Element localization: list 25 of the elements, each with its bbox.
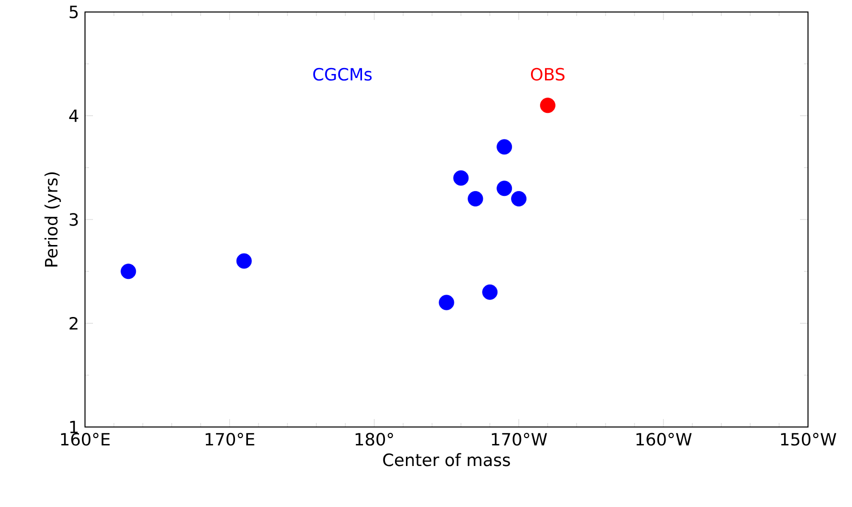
- y-tick-label: 4: [69, 110, 78, 122]
- point: [120, 264, 136, 280]
- point: [438, 294, 454, 310]
- y-tick-label: 2: [70, 316, 78, 330]
- x-axis-title: Center of mass: [383, 453, 510, 466]
- point: [468, 191, 484, 206]
- x-tick-label: 150°W: [781, 432, 836, 446]
- point: [540, 98, 556, 114]
- y-tick-label: 1: [70, 420, 78, 434]
- x-tick-label: 160°E: [61, 432, 110, 446]
- point: [496, 139, 512, 155]
- point: [453, 170, 469, 186]
- point: [511, 191, 527, 206]
- point: [496, 180, 512, 196]
- x-tick-label: 170°E: [206, 432, 254, 446]
- text: CGCMs: [313, 68, 372, 81]
- x-tick-label: 180°: [356, 432, 393, 446]
- x-tick-label: 170°W: [492, 432, 548, 446]
- x-tick-label: 160°W: [636, 432, 692, 446]
- y-axis-title: Period (yrs): [44, 172, 61, 266]
- point: [482, 284, 498, 300]
- series-label: OBS: [530, 68, 564, 81]
- y-tick-label: 5: [70, 6, 78, 18]
- y-tick-label: 3: [70, 213, 78, 226]
- point: [236, 253, 252, 269]
